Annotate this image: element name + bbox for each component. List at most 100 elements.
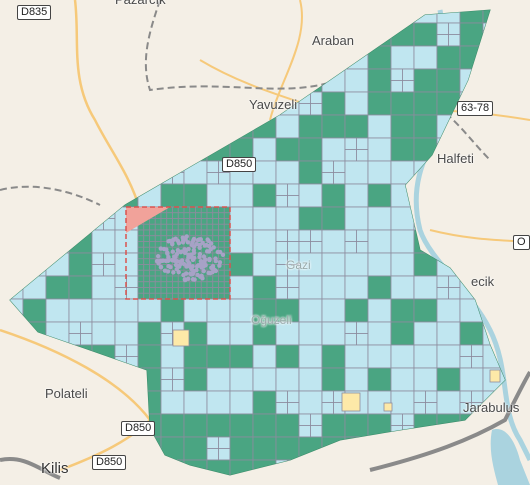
grid-cell: [344, 91, 369, 116]
grid-cell: [413, 68, 438, 93]
grid-cell: [68, 252, 93, 277]
grid-cell: [212, 287, 219, 294]
grid-cell: [195, 206, 202, 214]
grid-cell: [183, 206, 191, 214]
grid-cell: [154, 235, 162, 242]
grid-cell: [275, 206, 300, 231]
grid-cell: [459, 356, 472, 369]
grid-cell: [137, 264, 145, 271]
grid-cell: [321, 91, 346, 116]
grid-cell: [195, 229, 202, 237]
grid-cell: [390, 68, 403, 81]
urban-dot: [198, 237, 203, 242]
grid-cell: [189, 292, 196, 300]
grid-cell: [310, 425, 323, 438]
urban-dot: [213, 256, 218, 261]
grid-cell: [195, 223, 202, 231]
grid-cell: [143, 241, 150, 248]
grid-cell: [183, 218, 191, 225]
grid-cell: [172, 367, 185, 380]
grid-cell: [275, 183, 288, 196]
grid-cell: [298, 137, 323, 162]
grid-cell: [367, 367, 392, 392]
grid-cell: [223, 269, 231, 277]
grid-cell: [172, 275, 179, 283]
grid-cell: [448, 22, 461, 35]
grid-cell: [212, 281, 219, 288]
grid-cell: [436, 22, 449, 35]
grid-cell: [218, 275, 225, 283]
grid-cell: [189, 287, 196, 294]
grid-cell: [206, 436, 219, 449]
grid-cell: [137, 229, 145, 237]
urban-dot: [184, 264, 189, 269]
shield-d850-south: D850: [92, 455, 127, 470]
urban-cluster: [154, 234, 226, 283]
urban-dot: [194, 267, 199, 273]
grid-cell: [344, 206, 369, 231]
grid-cell: [206, 321, 231, 346]
grid-cell: [206, 281, 214, 288]
grid-cell: [436, 275, 449, 288]
grid-cell: [298, 321, 323, 346]
grid-cell: [91, 264, 104, 277]
urban-dot: [167, 238, 172, 244]
grid-cell: [126, 344, 139, 357]
grid-cell: [459, 367, 484, 392]
grid-cell: [252, 252, 277, 277]
grid-cell: [166, 212, 173, 219]
urban-dot: [186, 252, 191, 258]
grid-cell: [114, 287, 127, 300]
grid-cell: [149, 235, 156, 242]
grid-cell: [143, 246, 150, 254]
grid-cell: [252, 390, 277, 415]
grid-cell: [183, 413, 208, 438]
grid-cell: [390, 114, 415, 139]
grid-cell: [68, 298, 93, 323]
grid-cell: [252, 436, 277, 461]
urban-dot: [185, 240, 191, 245]
urban-dot: [155, 254, 161, 259]
grid-cell: [177, 218, 185, 225]
urban-dot: [156, 261, 161, 266]
grid-cell: [489, 369, 501, 383]
grid-cell: [166, 281, 173, 288]
grid-cell: [160, 212, 168, 219]
grid-cell: [206, 390, 231, 415]
grid-cell: [252, 367, 277, 392]
urban-dot: [213, 268, 219, 274]
grid-cell: [436, 390, 461, 415]
grid-cell: [154, 241, 162, 248]
grid-cell: [212, 235, 219, 242]
grid-cell: [206, 172, 219, 185]
grid-cell: [229, 436, 254, 461]
grid-cell: [160, 223, 168, 231]
grid-cell: [218, 229, 225, 237]
grid-cell: [252, 229, 277, 254]
grid-cell: [390, 80, 403, 93]
grid-cell: [275, 413, 300, 438]
shield-63-78: 63-78: [457, 101, 494, 116]
label-jarabulus: Jarabulus: [463, 400, 520, 415]
grid-cell: [200, 212, 208, 219]
grid-cell: [137, 275, 145, 283]
grid-cell: [206, 292, 214, 300]
urban-dot: [185, 276, 191, 281]
urban-dot: [158, 246, 163, 251]
grid-cell: [252, 413, 277, 438]
grid-cell-red: [126, 207, 170, 233]
grid-cell: [149, 241, 156, 248]
grid-cell: [229, 298, 254, 323]
urban-dot: [200, 276, 205, 281]
grid-cell: [183, 292, 191, 300]
selection-box[interactable]: [125, 206, 231, 300]
urban-dot: [166, 264, 171, 269]
grid-cell: [229, 229, 254, 254]
urban-dot: [185, 258, 190, 263]
grid-cell: [172, 223, 179, 231]
grid-cell: [212, 229, 219, 237]
grid-cell: [413, 367, 438, 392]
grid-cell: [22, 298, 47, 323]
grid-cell: [218, 212, 225, 219]
